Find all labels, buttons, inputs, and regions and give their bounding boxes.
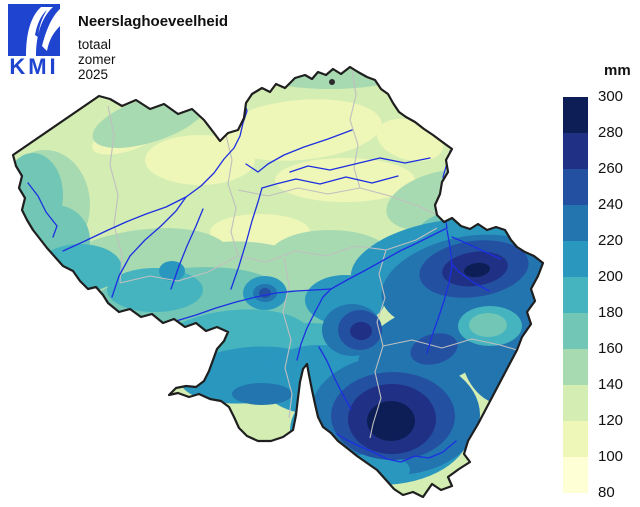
kmi-logo-icon xyxy=(8,4,60,56)
contour-blob-100-120mm xyxy=(275,158,415,202)
province-borders xyxy=(107,69,518,439)
province-border xyxy=(369,345,384,439)
legend-tick-180: 180 xyxy=(598,304,624,321)
legend-tick-120: 120 xyxy=(598,412,624,429)
contour-blob-180-200mm xyxy=(107,268,203,312)
river-ambleve xyxy=(450,262,490,292)
legend-unit-label: mm xyxy=(604,62,631,79)
belgium-outline xyxy=(11,65,545,499)
rivers xyxy=(27,100,502,463)
river-scheldt xyxy=(111,100,248,298)
river-semois xyxy=(336,433,457,463)
map-subtitle: totaal zomer 2025 xyxy=(78,37,116,82)
contour-blob-260-280mm xyxy=(350,322,372,340)
legend-tick-300: 300 xyxy=(598,88,624,105)
river-sambre xyxy=(175,288,332,322)
legend-tick-200: 200 xyxy=(598,268,624,285)
contour-blob-160-180mm xyxy=(469,313,507,337)
legend-swatch-180-200mm xyxy=(563,277,588,313)
river-demer xyxy=(261,175,399,189)
river-nete xyxy=(245,129,353,173)
river-lesse xyxy=(318,346,352,410)
river-leie xyxy=(62,196,187,252)
contour-blob-280-300mm xyxy=(367,401,415,441)
province-border xyxy=(349,69,361,189)
legend-swatch-140-160mm xyxy=(563,349,588,385)
contour-blob-220-240mm xyxy=(472,428,528,472)
legend-swatch-200-220mm xyxy=(563,241,588,277)
legend-swatch-160-180mm xyxy=(563,313,588,349)
legend-swatch-280-300mm xyxy=(563,97,588,133)
province-border xyxy=(376,249,387,347)
province-border xyxy=(237,187,361,197)
province-border xyxy=(382,338,518,351)
legend-tick-160: 160 xyxy=(598,340,624,357)
legend-tick-280: 280 xyxy=(598,124,624,141)
legend-tick-140: 140 xyxy=(598,376,624,393)
river-senne xyxy=(230,187,263,290)
legend-tick-260: 260 xyxy=(598,160,624,177)
province-border xyxy=(225,134,239,257)
river-vesdre xyxy=(451,236,502,260)
river-dender xyxy=(170,208,204,290)
province-border xyxy=(107,105,123,284)
contour-blob-240-260mm xyxy=(410,333,458,365)
contour-blob-100-120mm xyxy=(218,99,382,161)
legend-tick-100: 100 xyxy=(598,448,624,465)
contour-blob-220-240mm xyxy=(232,383,292,405)
province-border xyxy=(119,227,438,284)
baarle-hertog-enclave xyxy=(329,79,335,85)
river-ourthe xyxy=(426,229,453,354)
legend-swatch-220-240mm xyxy=(563,205,588,241)
legend-swatch-80-100mm xyxy=(563,457,588,493)
albert-canal xyxy=(289,157,431,173)
kmi-logo-text: KMI xyxy=(9,54,59,79)
province-border xyxy=(359,187,438,216)
legend-swatch-240-260mm xyxy=(563,169,588,205)
contour-blob-240-260mm xyxy=(494,446,516,464)
legend-swatch-120-140mm xyxy=(563,385,588,421)
legend-swatch-260-280mm xyxy=(563,133,588,169)
legend-swatch-100-120mm xyxy=(563,421,588,457)
legend-tick-80: 80 xyxy=(598,484,615,501)
legend-tick-240: 240 xyxy=(598,196,624,213)
legend-tick-220: 220 xyxy=(598,232,624,249)
kmi-logo: KMI xyxy=(8,4,60,79)
contour-blob-100-120mm xyxy=(145,135,255,185)
contour-blob-280-300mm xyxy=(464,262,490,278)
river-yser xyxy=(27,182,58,238)
province-border xyxy=(282,257,293,419)
map-title: Neerslaghoeveelheid xyxy=(78,13,229,30)
